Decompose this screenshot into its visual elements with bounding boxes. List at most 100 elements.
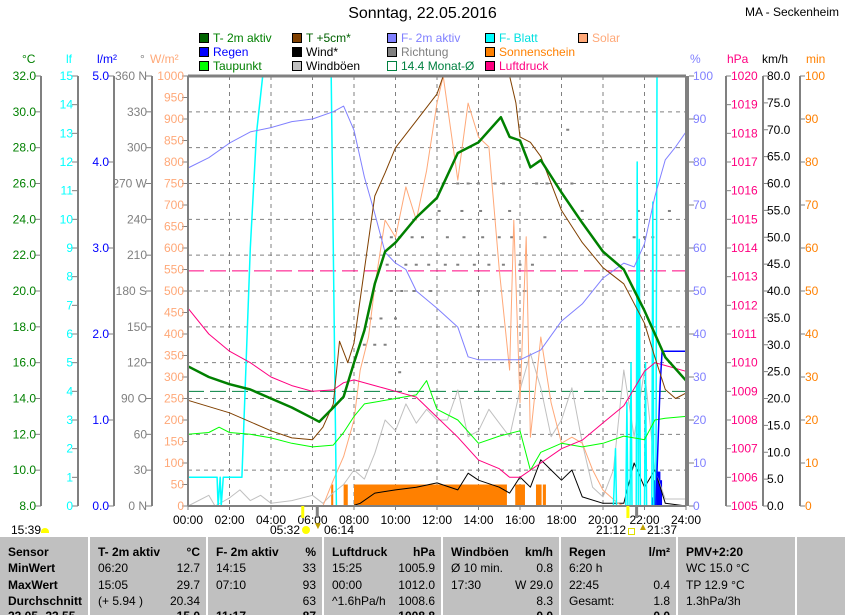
- direction-point: [412, 290, 416, 292]
- tick-label-deg: 60: [134, 427, 148, 441]
- axis-unit-pct: %: [690, 52, 701, 66]
- tick-label-min: 10: [805, 456, 819, 470]
- x-tick-label: 10:00: [380, 513, 410, 527]
- series-luftdruck: [187, 307, 687, 478]
- legend-item: T +5cm*: [292, 31, 351, 45]
- tick-label-wm2: 950: [164, 91, 184, 105]
- row-label: Durchschnitt: [8, 594, 83, 608]
- cell-value: 12.7: [176, 561, 200, 575]
- direction-point: [379, 317, 383, 320]
- legend-item: F- 2m aktiv: [387, 31, 460, 45]
- tick-label-kmh: 40.0: [767, 284, 791, 298]
- cell-time: 17:30: [451, 578, 482, 592]
- cell-value: 1005.9: [398, 561, 435, 575]
- tick-label-kmh: 50.0: [767, 230, 791, 244]
- moon-icon: [41, 528, 49, 533]
- table-column: Luftdruck hPa 15:25 1005.9 00:00 1012.0 ^1.6hP…: [322, 537, 441, 615]
- sun-moon-markers: [301, 506, 639, 518]
- tick-label-temp: 26.0: [13, 177, 37, 191]
- sun-arrow-up-icon: ▲: [638, 522, 648, 533]
- legend-swatch: [387, 33, 397, 43]
- direction-point: [389, 290, 393, 292]
- legend-swatch: [199, 47, 209, 57]
- table-column: T- 2m aktiv °C 06:20 12.7 15:05 29.7 (+ 5.94 )…: [88, 537, 206, 615]
- cell-time: 11:17: [216, 609, 246, 615]
- tick-label-wm2: 450: [164, 306, 184, 320]
- legend-swatch: [292, 61, 302, 71]
- cell-value: 33: [302, 561, 316, 575]
- legend-swatch: [485, 33, 495, 43]
- tick-label-kmh: 10.0: [767, 445, 791, 459]
- sun-arrow-icon: ▼: [313, 521, 323, 532]
- x-axis: 00:00 02:00 04:00 06:00 08:00 10:00 12:00 14:00…: [173, 506, 701, 527]
- direction-point: [472, 263, 476, 266]
- column-unit: km/h: [524, 545, 553, 559]
- direction-point: [383, 343, 387, 346]
- direction-point: [445, 236, 449, 239]
- tick-label-lf: 11: [61, 184, 74, 198]
- tick-label-kmh: 20.0: [767, 392, 791, 406]
- tick-label-lf: 5: [66, 356, 73, 370]
- tick-label-rain: 0.0: [92, 499, 109, 513]
- cell-value: 0.0: [536, 609, 553, 615]
- tick-label-wm2: 900: [164, 112, 184, 126]
- cell-time: 00:00: [332, 578, 363, 592]
- series-t-5cm-: [187, 75, 687, 441]
- tick-label-wm2: 300: [164, 370, 184, 384]
- direction-point: [543, 236, 547, 239]
- tick-label-hpa: 1009: [731, 384, 758, 398]
- tick-label-pct: 70: [693, 198, 707, 212]
- x-tick-label: 08:00: [339, 513, 369, 527]
- sunshine-bar: [354, 484, 507, 506]
- direction-point: [385, 263, 389, 266]
- tick-label-pct: 10: [693, 456, 707, 470]
- tick-label-kmh: 45.0: [767, 257, 791, 271]
- tick-label-temp: 20.0: [13, 284, 37, 298]
- column-header: T- 2m aktiv: [98, 545, 161, 559]
- tick-label-wm2: 750: [164, 177, 184, 191]
- tick-label-wm2: 500: [164, 284, 184, 298]
- direction-point: [466, 182, 470, 185]
- direction-point: [394, 317, 397, 320]
- legend-item: Regen: [199, 45, 248, 59]
- tick-label-deg: 0 N: [128, 499, 147, 513]
- tick-label-pct: 80: [693, 155, 707, 169]
- series-taupunkt: [187, 380, 687, 471]
- tick-label-temp: 18.0: [13, 320, 37, 334]
- legend-swatch: [387, 47, 397, 57]
- legend-item: Richtung: [387, 45, 448, 59]
- legend-label: Solar: [592, 31, 621, 45]
- x-tick-label: 20:00: [588, 513, 618, 527]
- cell-time: 07:10: [216, 578, 247, 592]
- moon-time: 15:39: [11, 523, 42, 537]
- axis-unit-lf: lf: [66, 52, 73, 66]
- legend-label: Luftdruck: [499, 59, 549, 73]
- x-tick-label: 12:00: [422, 513, 452, 527]
- legend-item: Wind*: [292, 45, 338, 59]
- tick-label-min: 40: [805, 327, 819, 341]
- tick-label-min: 50: [805, 284, 819, 298]
- tick-label-wm2: 200: [164, 413, 184, 427]
- tick-label-temp: 16.0: [13, 356, 37, 370]
- table-column: [795, 537, 845, 615]
- tick-label-deg: 210: [127, 248, 147, 262]
- tick-label-wm2: 0: [177, 499, 184, 513]
- tick-label-rain: 5.0: [92, 69, 109, 83]
- tick-label-wm2: 250: [164, 392, 184, 406]
- sunshine-bar: [515, 484, 525, 506]
- tick-label-min: 0: [805, 499, 812, 513]
- rain-bar: [651, 497, 654, 506]
- row-label: MaxWert: [8, 578, 58, 592]
- x-tick-label: 00:00: [173, 513, 203, 527]
- legend-swatch: [387, 61, 397, 71]
- tick-label-wm2: 100: [164, 456, 184, 470]
- cell-time: 22:45: [569, 578, 600, 592]
- tick-label-lf: 1: [66, 470, 73, 484]
- direction-point: [477, 182, 480, 185]
- tick-label-wm2: 150: [164, 435, 184, 449]
- legend-label: T +5cm*: [306, 31, 351, 45]
- tick-label-deg: 120: [127, 356, 147, 370]
- cell-time: 14:15: [216, 561, 247, 575]
- cell-value: 1008.8: [398, 609, 435, 615]
- direction-point: [404, 263, 408, 266]
